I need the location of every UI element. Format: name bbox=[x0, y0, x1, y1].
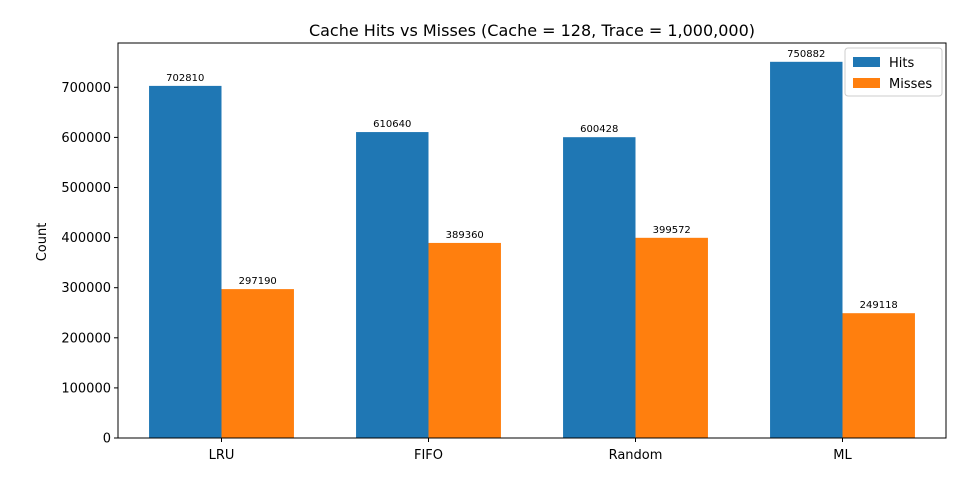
y-tick-label: 200000 bbox=[61, 331, 111, 346]
bar-hits-fifo bbox=[356, 132, 429, 438]
y-axis-ticks: 0 100000 200000 300000 400000 500000 600000 700… bbox=[61, 81, 118, 447]
bar-value-label: 750882 bbox=[787, 49, 825, 60]
bar-hits-ml bbox=[770, 61, 843, 438]
legend: Hits Misses bbox=[844, 47, 943, 97]
plot-area-frame bbox=[117, 42, 947, 439]
y-tick-label: 700000 bbox=[61, 81, 111, 96]
bars bbox=[149, 61, 915, 439]
bar-value-label: 297190 bbox=[239, 276, 277, 287]
y-tick-label: 400000 bbox=[61, 231, 111, 246]
x-axis-ticks: LRU FIFO Random ML bbox=[209, 438, 852, 463]
legend-label-hits: Hits bbox=[889, 56, 914, 71]
bar-misses-random bbox=[635, 237, 708, 438]
bar-value-label: 600428 bbox=[580, 124, 618, 135]
y-tick-label: 600000 bbox=[61, 131, 111, 146]
y-tick-label: 0 bbox=[103, 432, 111, 447]
bar-value-label: 702810 bbox=[166, 73, 204, 84]
bar-value-label: 249118 bbox=[860, 300, 898, 311]
chart-title: Cache Hits vs Misses (Cache = 128, Trace… bbox=[309, 21, 755, 40]
bar-misses-lru bbox=[221, 289, 294, 438]
bar-misses-fifo bbox=[428, 242, 501, 438]
x-tick-label: ML bbox=[833, 448, 852, 463]
bar-value-label: 399572 bbox=[653, 225, 691, 236]
bar-misses-ml bbox=[842, 313, 915, 438]
legend-label-misses: Misses bbox=[889, 77, 932, 92]
x-tick-label: FIFO bbox=[414, 448, 443, 463]
x-tick-label: Random bbox=[609, 448, 663, 463]
bar-value-label: 610640 bbox=[373, 119, 411, 130]
x-tick-label: LRU bbox=[209, 448, 235, 463]
y-tick-label: 500000 bbox=[61, 181, 111, 196]
bar-value-labels: 702810 297190 610640 389360 600428 399572 7508… bbox=[166, 49, 898, 311]
y-axis-label: Count bbox=[35, 223, 50, 262]
y-tick-label: 300000 bbox=[61, 281, 111, 296]
bar-hits-random bbox=[563, 137, 636, 439]
legend-swatch-misses bbox=[853, 78, 880, 88]
legend-swatch-hits bbox=[853, 57, 880, 67]
y-tick-label: 100000 bbox=[61, 381, 111, 396]
bar-value-label: 389360 bbox=[446, 230, 484, 241]
bar-hits-lru bbox=[149, 85, 222, 438]
